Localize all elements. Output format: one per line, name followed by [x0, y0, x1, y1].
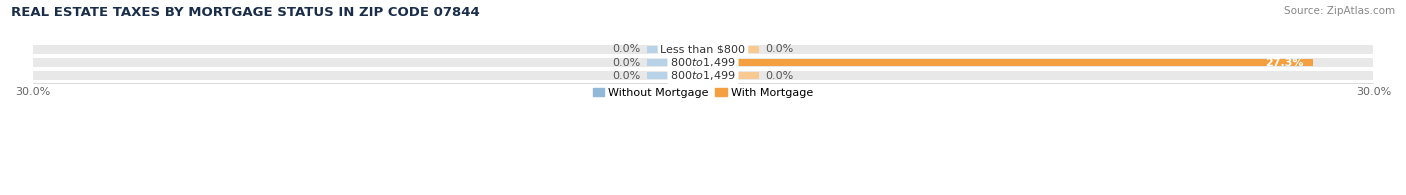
Bar — [32, 45, 1374, 54]
Text: REAL ESTATE TAXES BY MORTGAGE STATUS IN ZIP CODE 07844: REAL ESTATE TAXES BY MORTGAGE STATUS IN … — [11, 6, 479, 19]
Text: Source: ZipAtlas.com: Source: ZipAtlas.com — [1284, 6, 1395, 16]
Bar — [703, 46, 759, 53]
Text: 0.0%: 0.0% — [612, 58, 640, 67]
Legend: Without Mortgage, With Mortgage: Without Mortgage, With Mortgage — [588, 83, 818, 102]
Bar — [647, 58, 703, 66]
Text: 0.0%: 0.0% — [766, 71, 794, 81]
Bar — [32, 58, 1374, 67]
Text: Less than $800: Less than $800 — [661, 44, 745, 54]
Bar — [703, 58, 1313, 66]
Text: $800 to $1,499: $800 to $1,499 — [671, 69, 735, 82]
Bar — [32, 71, 1374, 80]
Text: 0.0%: 0.0% — [612, 44, 640, 54]
Bar — [647, 46, 703, 53]
Bar — [703, 72, 759, 79]
Text: 0.0%: 0.0% — [766, 44, 794, 54]
Text: $800 to $1,499: $800 to $1,499 — [671, 56, 735, 69]
Text: 27.3%: 27.3% — [1265, 58, 1305, 67]
Text: 0.0%: 0.0% — [612, 71, 640, 81]
Bar — [647, 72, 703, 79]
